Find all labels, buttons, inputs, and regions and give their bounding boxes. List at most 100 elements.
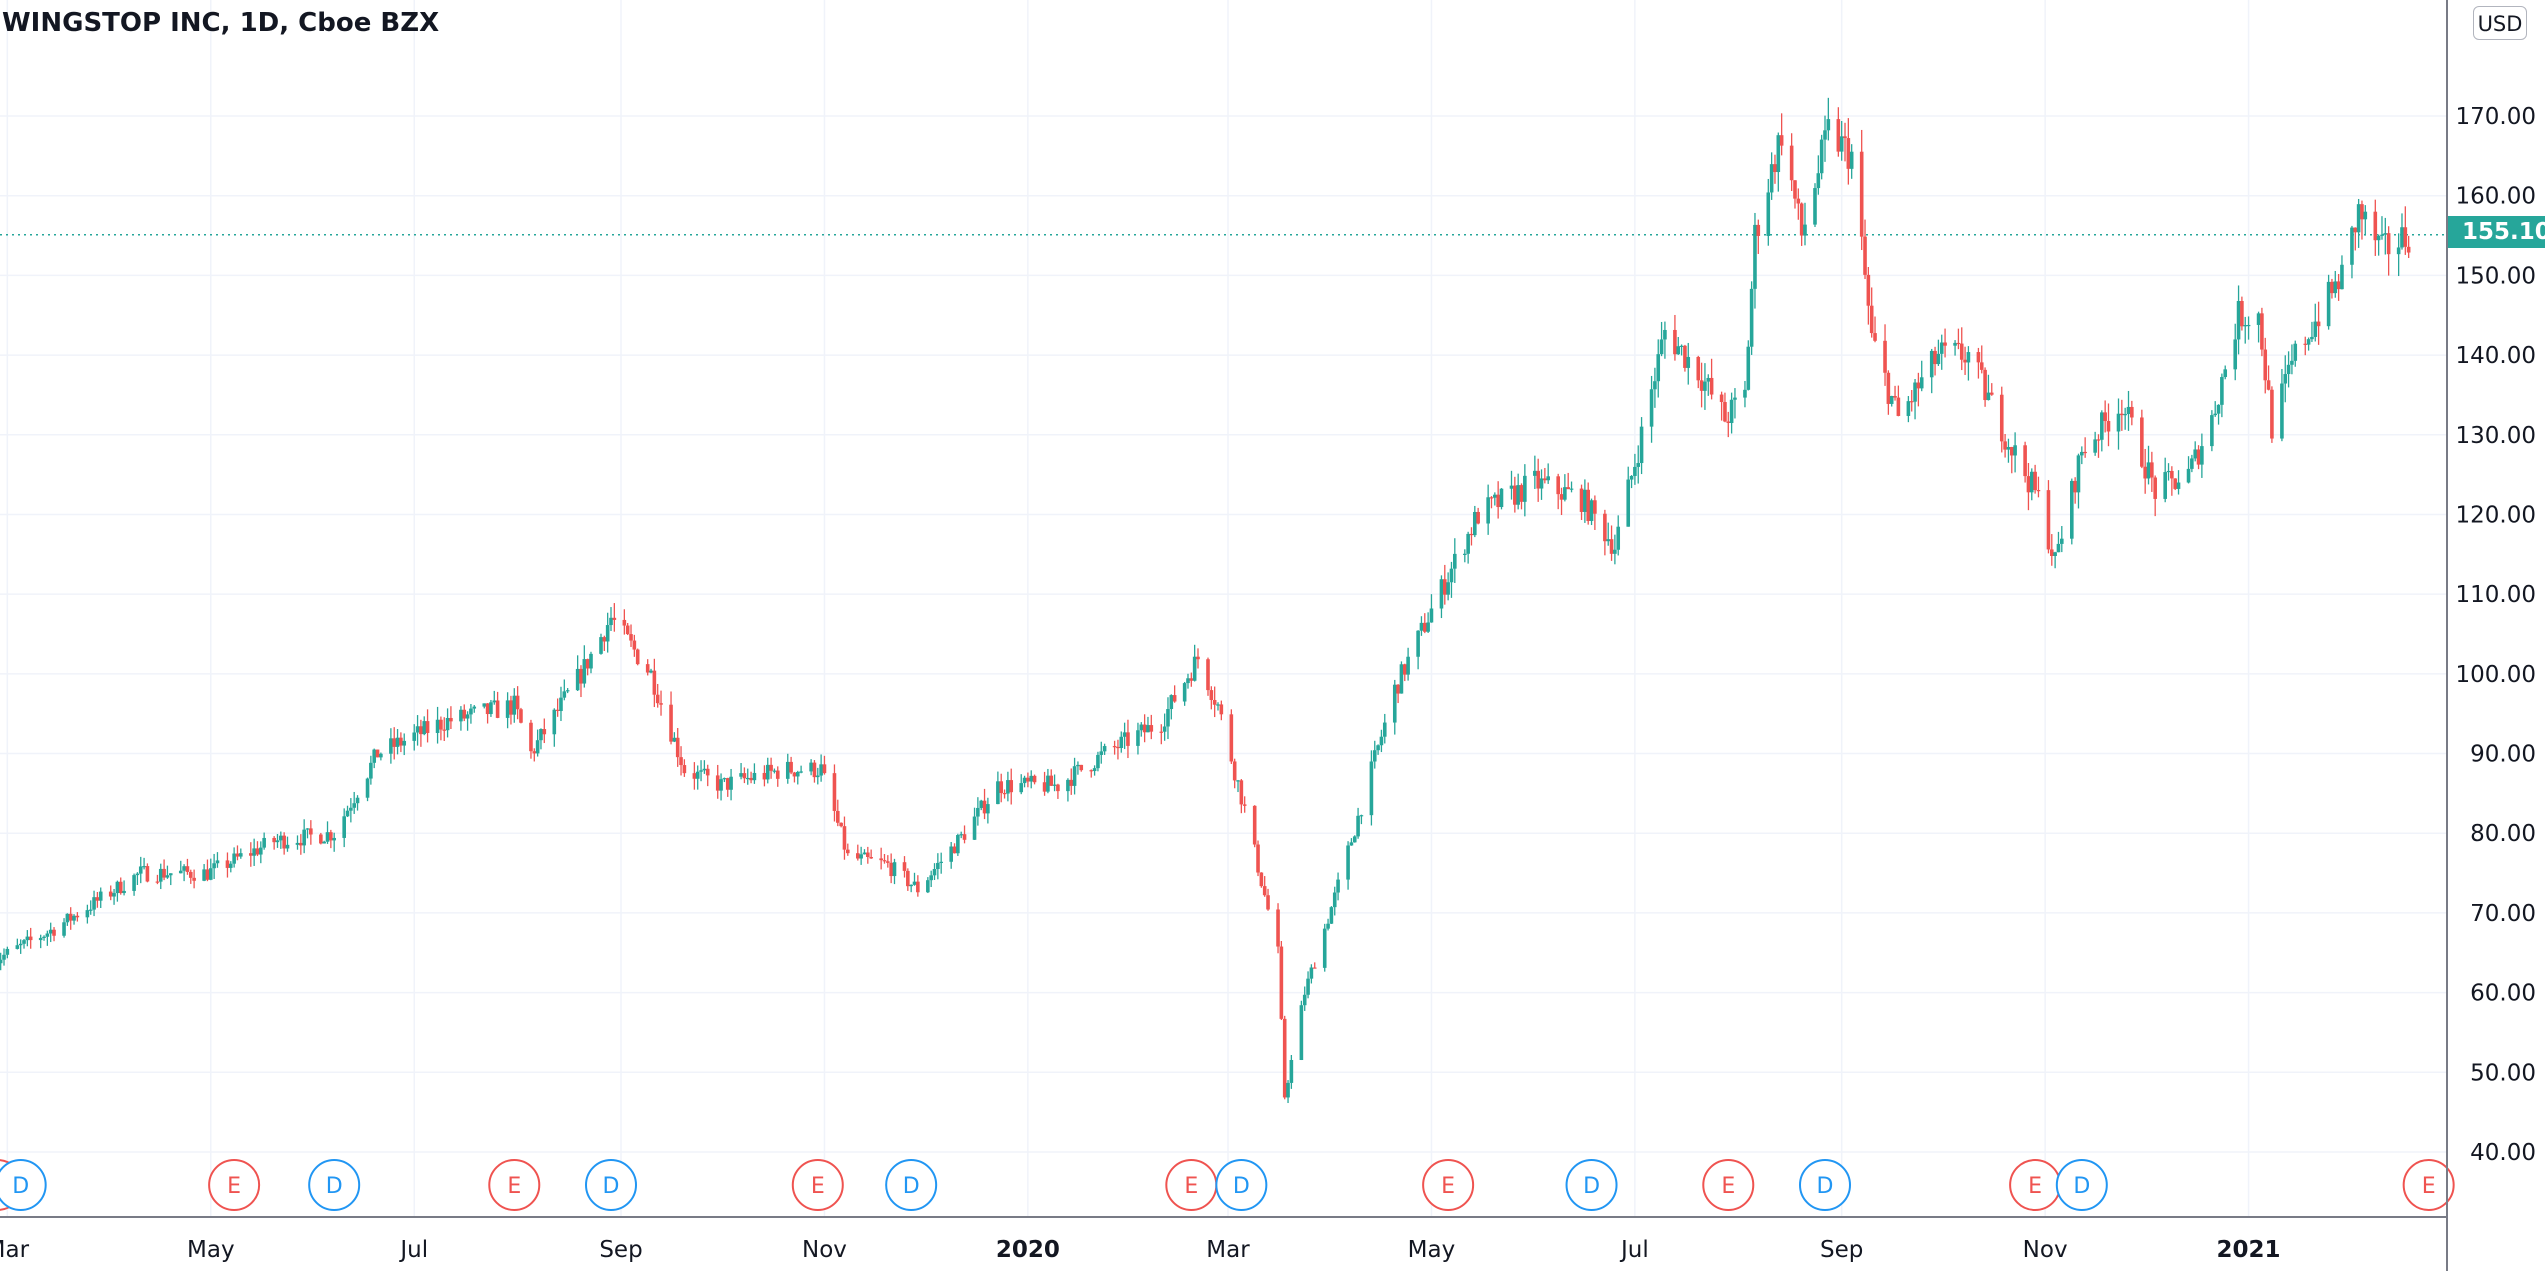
candle xyxy=(485,703,490,724)
candle-body xyxy=(355,797,360,804)
candle-body xyxy=(302,829,306,846)
candle-body xyxy=(1426,622,1430,632)
candle xyxy=(162,859,166,881)
x-tick-label: May xyxy=(1408,1237,1456,1263)
earnings-marker[interactable]: E xyxy=(2402,1159,2455,1211)
dividend-marker[interactable]: D xyxy=(2055,1159,2108,1211)
candle xyxy=(752,763,757,784)
candle-body xyxy=(112,893,116,897)
candle xyxy=(1729,392,1734,434)
candle xyxy=(1869,287,1874,338)
candle-body xyxy=(1953,342,1957,346)
price-axis[interactable]: 40.00 50.00 60.00 70.00 80.00 90.00 100.00 110.… xyxy=(2446,0,2536,1271)
candle-body xyxy=(1866,274,1871,306)
candle-body xyxy=(1683,345,1687,368)
candle xyxy=(48,922,53,943)
candle-body xyxy=(1326,923,1330,929)
candle-body xyxy=(909,884,913,887)
candle-body xyxy=(1096,754,1100,769)
candle-body xyxy=(729,776,733,790)
candle xyxy=(472,705,477,713)
candle xyxy=(682,759,687,777)
candle-body xyxy=(835,810,840,823)
candle-body xyxy=(859,854,863,859)
candle xyxy=(1816,155,1821,195)
candle-body xyxy=(819,764,823,776)
candle-body xyxy=(342,816,346,838)
candle-body xyxy=(1999,394,2004,442)
x-tick-label: Nov xyxy=(2023,1237,2068,1263)
earnings-marker[interactable]: E xyxy=(1165,1159,1218,1211)
candle-body xyxy=(1369,761,1374,816)
currency-button[interactable]: USD xyxy=(2473,6,2527,40)
candle xyxy=(1579,484,1584,520)
earnings-marker[interactable]: E xyxy=(2009,1159,2062,1211)
dividend-marker[interactable]: D xyxy=(885,1159,938,1211)
candle-body xyxy=(792,772,797,777)
candle-body xyxy=(1789,145,1794,181)
candle-body xyxy=(655,694,660,704)
candle xyxy=(515,686,520,720)
candle-body xyxy=(1909,401,1914,403)
candle-body xyxy=(2196,449,2201,465)
candle xyxy=(1543,467,1547,484)
candle-body xyxy=(1439,579,1444,609)
candle-body xyxy=(2083,451,2087,454)
dividend-marker[interactable]: D xyxy=(308,1159,361,1211)
candle xyxy=(986,797,990,824)
candle xyxy=(1636,445,1641,484)
candle-body xyxy=(2246,324,2251,327)
candle-body xyxy=(632,640,637,650)
candle-body xyxy=(739,773,743,777)
candle-body xyxy=(325,832,330,842)
candle xyxy=(2210,410,2214,452)
candle xyxy=(449,706,453,729)
candle xyxy=(912,872,917,886)
candle-body xyxy=(1613,549,1617,554)
candle xyxy=(182,864,186,882)
dividend-marker[interactable]: D xyxy=(585,1159,638,1211)
candle xyxy=(1953,340,1957,356)
candle-body xyxy=(2340,264,2344,290)
candle-body xyxy=(2059,538,2064,544)
earnings-marker[interactable]: E xyxy=(1422,1159,1475,1211)
candle xyxy=(375,749,380,758)
candle xyxy=(1252,805,1257,848)
earnings-marker[interactable]: E xyxy=(488,1159,541,1211)
candle-body xyxy=(1936,353,1941,365)
earnings-marker[interactable]: E xyxy=(208,1159,261,1211)
event-letter: E xyxy=(2028,1174,2042,1199)
candle xyxy=(1282,1015,1287,1100)
dividend-marker[interactable]: D xyxy=(1215,1159,1268,1211)
earnings-marker[interactable]: E xyxy=(1702,1159,1755,1211)
candle xyxy=(1369,750,1374,826)
candle xyxy=(1122,722,1127,750)
candle xyxy=(809,759,813,776)
candle-body xyxy=(92,897,96,910)
candle-body xyxy=(2049,549,2054,556)
candle xyxy=(2336,274,2341,301)
candle-body xyxy=(182,866,186,871)
candle-body xyxy=(208,868,213,880)
candle xyxy=(2146,445,2151,485)
dividend-marker[interactable]: D xyxy=(1799,1159,1852,1211)
earnings-marker[interactable]: E xyxy=(791,1159,844,1211)
candle-body xyxy=(495,700,500,718)
candle xyxy=(2243,316,2248,344)
candle-body xyxy=(1306,978,1310,995)
candle-body xyxy=(979,800,984,808)
candle xyxy=(1966,346,1971,381)
candle xyxy=(539,728,543,750)
candle-body xyxy=(1122,732,1127,737)
candle xyxy=(2036,476,2041,498)
candle-body xyxy=(936,862,940,870)
candle-body xyxy=(1896,397,1901,416)
time-axis[interactable]: Mar May Jul Sep Nov 2020 Mar May Jul Sep Nov 2021 xyxy=(0,1216,2447,1263)
candle xyxy=(1639,417,1644,475)
candle xyxy=(785,753,790,784)
candle xyxy=(669,691,673,745)
dividend-marker[interactable]: D xyxy=(0,1159,47,1211)
dividend-marker[interactable]: D xyxy=(1565,1159,1618,1211)
candle xyxy=(1539,469,1544,500)
